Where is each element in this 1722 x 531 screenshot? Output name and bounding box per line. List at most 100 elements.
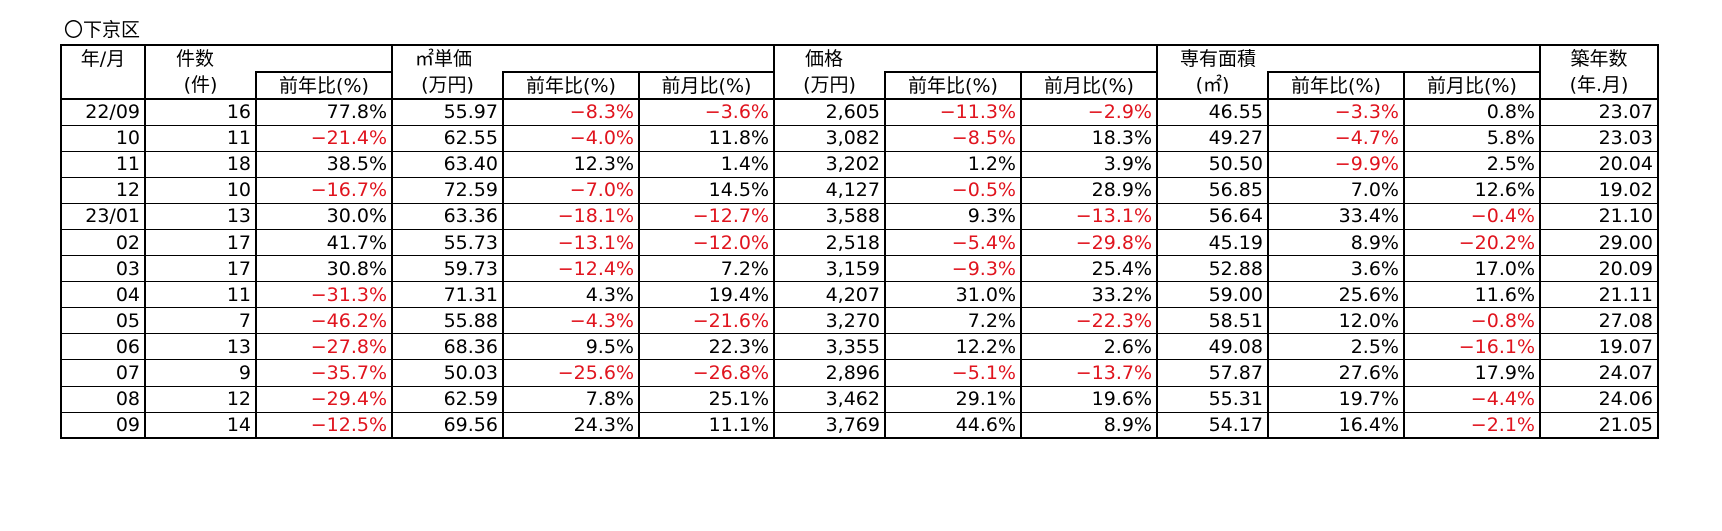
cell-count-yoy: −35.7% bbox=[255, 359, 393, 387]
cell-up-yoy: −18.1% bbox=[502, 203, 640, 230]
header-price-yoy: 前年比(%) bbox=[884, 71, 1022, 100]
cell-area-mom: 12.6% bbox=[1403, 177, 1541, 204]
header-unit-price-span bbox=[503, 44, 639, 72]
header-row-top: 年/月 件数 ㎡単価 価格 専有面積 築年数 bbox=[60, 44, 1659, 72]
cell-month: 11 bbox=[60, 151, 146, 178]
header-age: 築年数 bbox=[1539, 44, 1659, 72]
cell-price-mom: −13.1% bbox=[1020, 203, 1158, 230]
header-unit-price-mom: 前月比(%) bbox=[638, 71, 775, 100]
cell-price-mom: −13.7% bbox=[1020, 359, 1158, 387]
header-area-yoy: 前年比(%) bbox=[1267, 71, 1405, 100]
cell-price-yoy: −5.4% bbox=[884, 229, 1022, 257]
cell-price-mom: 3.9% bbox=[1020, 151, 1158, 178]
cell-up: 72.59 bbox=[391, 177, 504, 204]
table-row: 10 11 −21.4% 62.55 −4.0% 11.8% 3,082 −8.5% 18.3%… bbox=[60, 125, 1659, 152]
cell-up-mom: −26.8% bbox=[638, 359, 775, 387]
header-count: 件数 bbox=[144, 44, 256, 72]
cell-area-mom: −2.1% bbox=[1403, 412, 1541, 440]
cell-age: 21.11 bbox=[1539, 281, 1659, 309]
cell-price-yoy: 29.1% bbox=[884, 386, 1022, 413]
cell-area-yoy: 33.4% bbox=[1267, 203, 1405, 230]
cell-price: 4,127 bbox=[773, 177, 886, 204]
cell-price-mom: 28.9% bbox=[1020, 177, 1158, 204]
cell-up-yoy: 7.8% bbox=[502, 386, 640, 413]
header-area-span bbox=[1268, 44, 1404, 72]
cell-area: 52.88 bbox=[1156, 255, 1269, 283]
cell-count: 9 bbox=[144, 359, 257, 387]
cell-price-yoy: −0.5% bbox=[884, 177, 1022, 204]
table-row: 04 11 −31.3% 71.31 4.3% 19.4% 4,207 31.0% 33.2% 5… bbox=[60, 281, 1659, 309]
cell-up: 55.88 bbox=[391, 307, 504, 335]
header-price: 価格 bbox=[773, 44, 885, 72]
cell-area-mom: 5.8% bbox=[1403, 125, 1541, 152]
cell-area-mom: 17.9% bbox=[1403, 359, 1541, 387]
cell-up-mom: 19.4% bbox=[638, 281, 775, 309]
cell-area-yoy: −3.3% bbox=[1267, 99, 1405, 126]
cell-up: 62.59 bbox=[391, 386, 504, 413]
cell-up-mom: 25.1% bbox=[638, 386, 775, 413]
cell-up-mom: −21.6% bbox=[638, 307, 775, 335]
cell-count: 18 bbox=[144, 151, 257, 178]
cell-month: 08 bbox=[60, 386, 146, 413]
cell-count: 10 bbox=[144, 177, 257, 204]
cell-price: 2,518 bbox=[773, 229, 886, 257]
cell-area-mom: −0.8% bbox=[1403, 307, 1541, 335]
cell-age: 19.07 bbox=[1539, 333, 1659, 361]
cell-price-yoy: −11.3% bbox=[884, 99, 1022, 126]
cell-up: 63.40 bbox=[391, 151, 504, 178]
cell-price-yoy: 1.2% bbox=[884, 151, 1022, 178]
cell-up-yoy: 24.3% bbox=[502, 412, 640, 440]
table-row: 11 18 38.5% 63.40 12.3% 1.4% 3,202 1.2% 3.9% 50.5… bbox=[60, 151, 1659, 178]
cell-price-yoy: 31.0% bbox=[884, 281, 1022, 309]
cell-area-mom: −4.4% bbox=[1403, 386, 1541, 413]
cell-price-mom: −2.9% bbox=[1020, 99, 1158, 126]
header-count-unit: (件) bbox=[144, 72, 257, 100]
cell-month: 22/09 bbox=[60, 99, 146, 126]
cell-age: 23.07 bbox=[1539, 99, 1659, 126]
header-area: 専有面積 bbox=[1156, 44, 1268, 72]
cell-area-yoy: −4.7% bbox=[1267, 125, 1405, 152]
cell-count: 12 bbox=[144, 386, 257, 413]
header-month-cont bbox=[60, 72, 146, 100]
cell-area-yoy: 12.0% bbox=[1267, 307, 1405, 335]
cell-area: 58.51 bbox=[1156, 307, 1269, 335]
cell-count-yoy: −29.4% bbox=[255, 386, 393, 413]
cell-price-yoy: 12.2% bbox=[884, 333, 1022, 361]
cell-price-yoy: 9.3% bbox=[884, 203, 1022, 230]
cell-up-yoy: −4.3% bbox=[502, 307, 640, 335]
cell-count: 11 bbox=[144, 125, 257, 152]
cell-price-mom: 18.3% bbox=[1020, 125, 1158, 152]
cell-count: 13 bbox=[144, 333, 257, 361]
cell-age: 21.10 bbox=[1539, 203, 1659, 230]
cell-up-yoy: −13.1% bbox=[502, 229, 640, 257]
cell-price: 3,769 bbox=[773, 412, 886, 440]
cell-up-mom: −3.6% bbox=[638, 99, 775, 126]
cell-price: 4,207 bbox=[773, 281, 886, 309]
cell-age: 24.07 bbox=[1539, 359, 1659, 387]
cell-count-yoy: −46.2% bbox=[255, 307, 393, 335]
cell-count-yoy: 30.8% bbox=[255, 255, 393, 283]
cell-count: 7 bbox=[144, 307, 257, 335]
cell-price: 3,355 bbox=[773, 333, 886, 361]
cell-area: 50.50 bbox=[1156, 151, 1269, 178]
cell-count-yoy: −21.4% bbox=[255, 125, 393, 152]
table-body: 22/09 16 77.8% 55.97 −8.3% −3.6% 2,605 −11.3% −2… bbox=[60, 99, 1659, 440]
cell-price: 3,270 bbox=[773, 307, 886, 335]
cell-price-mom: 25.4% bbox=[1020, 255, 1158, 283]
header-price-unit: (万円) bbox=[773, 72, 886, 100]
cell-up: 62.55 bbox=[391, 125, 504, 152]
header-unit-price: ㎡単価 bbox=[391, 44, 503, 72]
cell-area: 59.00 bbox=[1156, 281, 1269, 309]
cell-area-yoy: 8.9% bbox=[1267, 229, 1405, 257]
cell-age: 20.04 bbox=[1539, 151, 1659, 178]
cell-price-yoy: −9.3% bbox=[884, 255, 1022, 283]
cell-price-mom: 2.6% bbox=[1020, 333, 1158, 361]
cell-up-mom: 11.1% bbox=[638, 412, 775, 440]
cell-area-yoy: 7.0% bbox=[1267, 177, 1405, 204]
header-area-span bbox=[1404, 44, 1541, 72]
cell-up: 68.36 bbox=[391, 333, 504, 361]
cell-up-yoy: 4.3% bbox=[502, 281, 640, 309]
cell-age: 29.00 bbox=[1539, 229, 1659, 257]
cell-count-yoy: 77.8% bbox=[255, 99, 393, 126]
ward-statistics-table: 年/月 件数 ㎡単価 価格 専有面積 築年数 (件) 前年比(%) (万円) 前… bbox=[60, 44, 1659, 440]
